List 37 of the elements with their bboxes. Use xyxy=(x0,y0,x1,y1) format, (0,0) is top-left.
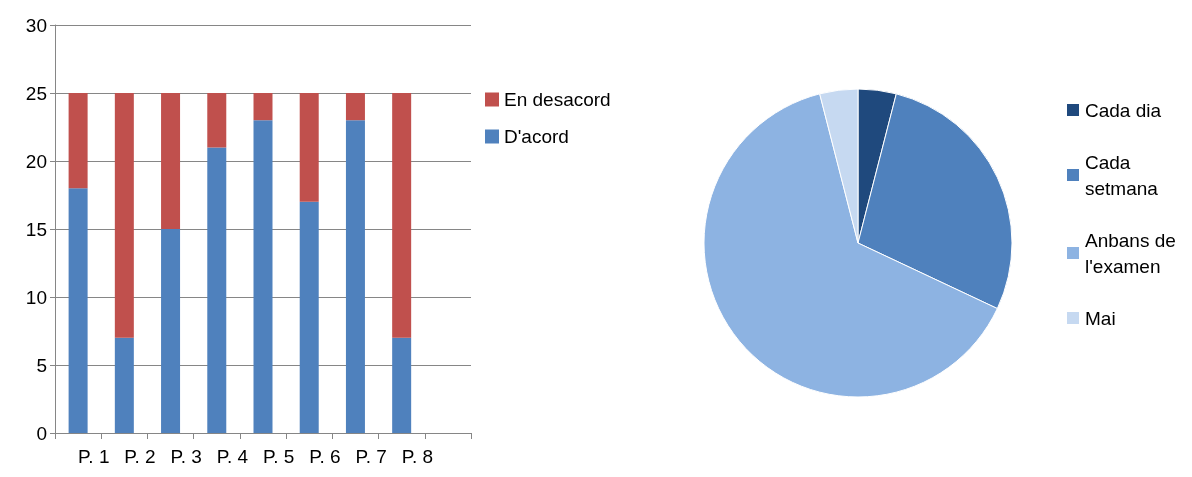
bar xyxy=(114,337,134,433)
y-tick-label: 25 xyxy=(25,82,47,104)
x-tick-label: P. 5 xyxy=(263,446,295,467)
y-tick-label: 10 xyxy=(25,286,47,308)
bar xyxy=(68,188,88,433)
bar xyxy=(299,93,319,202)
x-tick-label: P. 3 xyxy=(170,446,202,467)
x-tick-label: P. 1 xyxy=(78,446,110,467)
bar xyxy=(161,93,181,229)
bar xyxy=(345,93,365,121)
x-tick-label: P. 2 xyxy=(124,446,156,467)
bar xyxy=(253,120,273,433)
bar xyxy=(207,147,227,433)
legend-label: Mai xyxy=(1085,307,1116,329)
bar xyxy=(207,93,227,148)
legend-label: En desacord xyxy=(504,89,611,110)
bar xyxy=(253,93,273,121)
legend-label: D'acord xyxy=(504,126,569,147)
legend-label: Anbans de l'examen xyxy=(1085,229,1182,277)
bar xyxy=(68,93,88,189)
bar xyxy=(161,229,181,433)
x-tick-label: P. 8 xyxy=(401,446,434,467)
y-tick-label: 30 xyxy=(25,14,47,36)
y-tick-label: 15 xyxy=(25,218,47,240)
legend-label: Cada dia xyxy=(1085,99,1162,121)
bar xyxy=(345,120,365,433)
legend-label: Cada setmana xyxy=(1085,151,1159,199)
x-tick-label: P. 6 xyxy=(309,446,341,467)
bar xyxy=(392,93,412,338)
bar xyxy=(114,93,134,338)
y-tick-label: 5 xyxy=(36,354,47,376)
x-tick-label: P. 7 xyxy=(355,446,387,467)
bar xyxy=(392,337,412,433)
bar xyxy=(299,201,319,433)
x-tick-label: P. 4 xyxy=(216,446,249,467)
y-tick-label: 0 xyxy=(36,422,47,444)
y-tick-label: 20 xyxy=(25,150,47,172)
